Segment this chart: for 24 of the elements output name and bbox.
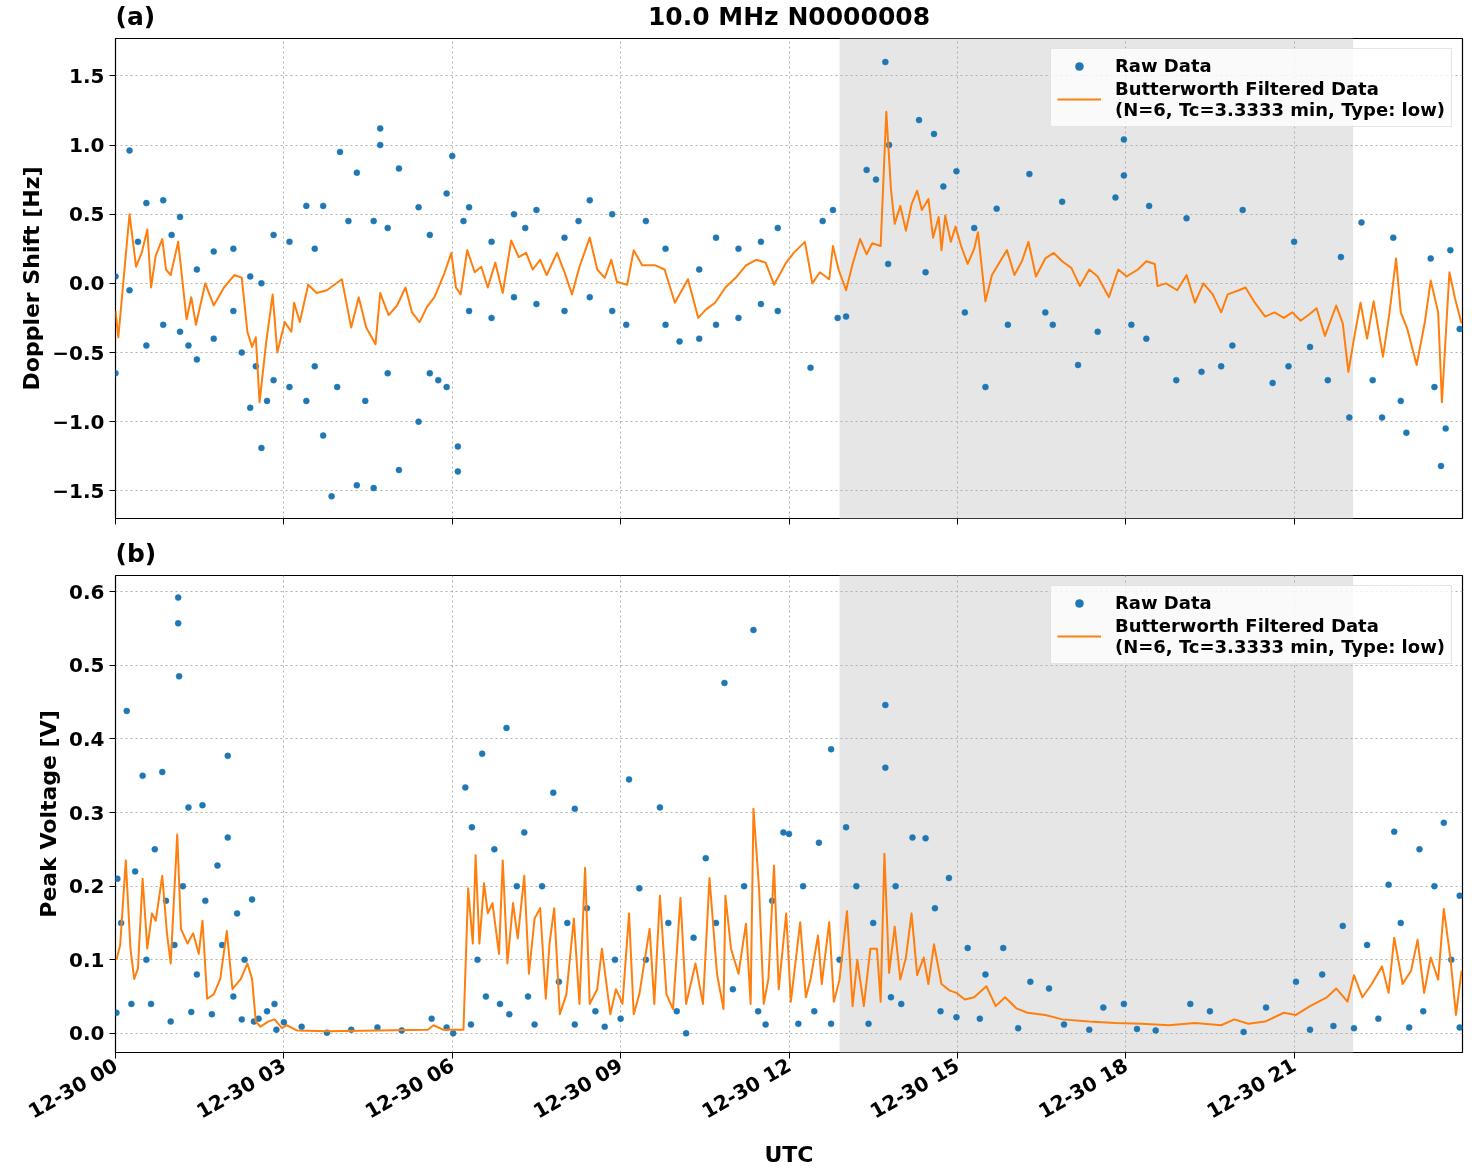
x-axis-title: UTC (764, 1141, 814, 1167)
y-tick-label: 0.6 (69, 579, 105, 604)
y-axis-title: Doppler Shift [Hz] (19, 166, 45, 391)
y-tick-label: 0.5 (69, 202, 105, 227)
y-tick-label: 0.4 (69, 726, 105, 751)
text: (b) (115, 538, 157, 568)
y-tick-label: 0.1 (69, 947, 105, 972)
y-tick-label: −1.0 (52, 409, 105, 434)
y-tick-label: −1.5 (52, 478, 105, 503)
chart-title: 10.0 MHz N0000008 (647, 1, 931, 31)
text: (a) (115, 1, 156, 31)
y-axis-title: Peak Voltage [V] (36, 710, 62, 918)
y-tick-label: 0.2 (69, 874, 105, 899)
y-tick-label: 0.3 (69, 800, 105, 825)
legend-label: Raw Data (1114, 55, 1212, 76)
legend-label: Butterworth Filtered Data (N=6, Tc=3.3333 min, Type: low) (1114, 615, 1445, 657)
y-tick-label: 1.5 (69, 63, 105, 88)
y-tick-label: 0.5 (69, 653, 105, 678)
legend-label: Butterworth Filtered Data (N=6, Tc=3.3333 min, Type: low) (1114, 78, 1445, 120)
y-tick-label: 0.0 (69, 1021, 105, 1046)
y-tick-label: 1.0 (69, 133, 105, 158)
legend-label: Raw Data (1114, 592, 1212, 613)
y-tick-label: 0.0 (69, 271, 105, 296)
y-tick-label: −0.5 (52, 340, 105, 365)
